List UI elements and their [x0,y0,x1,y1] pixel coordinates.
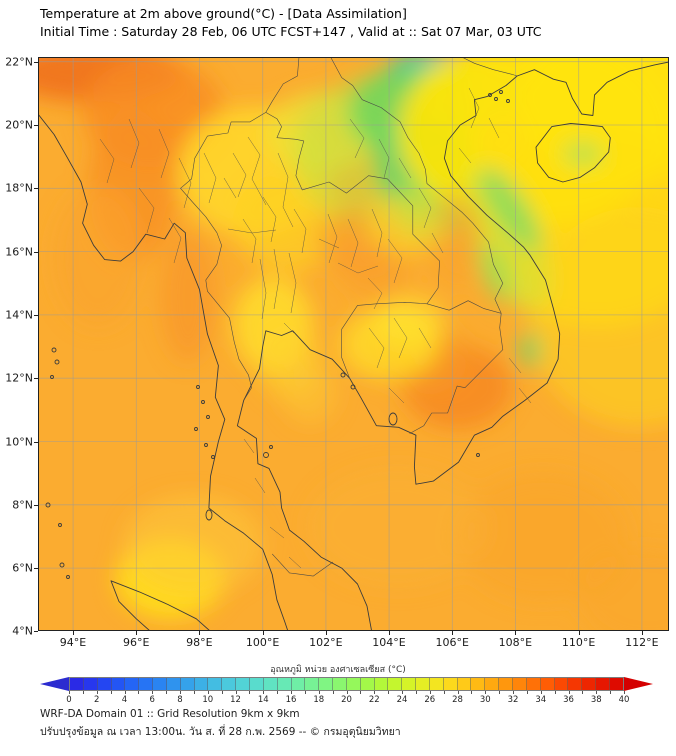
colorbar-right-arrow [624,677,653,691]
colorbar-cell [360,678,375,690]
map-area [38,57,669,631]
colorbar-cell [526,678,541,690]
footer-domain-info: WRF-DA Domain 01 :: Grid Resolution 9km … [40,708,300,720]
coastlines [38,61,669,631]
colorbar-cell [416,678,430,690]
colorbar-tick-label: 12 [230,695,241,705]
colorbar-cell [305,678,320,690]
footer-update-info: ปรับปรุงข้อมูล ณ เวลา 13:00น. วัน ส. ที่… [40,726,401,738]
y-axis-label: 18°N [5,181,33,195]
colorbar-cell [388,678,403,690]
colorbar-tick-label: 28 [452,695,463,705]
colorbar-cell [236,678,250,690]
x-axis-label: 98°E [186,636,213,649]
colorbar-cell [153,678,167,690]
colorbar-cell [513,678,527,690]
x-axis-label: 108°E [498,636,533,649]
colorbar-cell [291,678,306,690]
page-title: Temperature at 2m above ground(°C) - [Da… [40,6,407,21]
y-axis-label: 8°N [12,498,33,512]
colorbar-tick-label: 2 [94,695,100,705]
y-axis-label: 10°N [5,435,33,448]
x-axis-label: 100°E [245,636,280,649]
colorbar-label: อุณหภูมิ หน่วย องศาเซลเซียส (°C) [270,665,406,675]
x-axis-label: 104°E [372,636,406,649]
map-frame-border [38,57,669,631]
colorbar-cell [83,678,98,690]
colorbar-cell [139,678,154,690]
colorbar-tick-label: 36 [563,695,574,705]
page-subtitle: Initial Time : Saturday 28 Feb, 06 UTC F… [40,24,542,39]
x-axis-label: 94°E [59,636,87,649]
colorbar-cell [554,678,569,690]
colorbar-tick-label: 20 [341,695,352,705]
y-axis-label: 20°N [5,118,33,132]
colorbar-tick-label: 0 [66,695,72,705]
colorbar-cell [429,678,444,690]
y-axis-label: 16°N [5,245,33,259]
colorbar-cell [582,678,597,690]
colorbar-tick-label: 38 [590,695,602,705]
colorbar-tick-label: 4 [121,695,128,705]
colorbar-cell [333,678,347,690]
colorbar-cell [194,678,209,690]
colorbar-cell [402,678,417,690]
colorbar-tick-label: 24 [396,695,408,705]
y-axis-label: 6°N [12,561,33,575]
colorbar-cell [540,678,555,690]
colorbar-tick-label: 32 [507,695,519,705]
colorbar-cell [249,678,264,690]
colorbar-tick-label: 34 [535,695,547,705]
colorbar-cell [457,678,472,690]
colorbar-tick-label: 14 [257,695,269,705]
colorbar-cell [125,678,140,690]
province-borders [99,87,532,569]
colorbar-cell [499,678,513,690]
colorbar-tick-label: 22 [368,695,380,705]
colorbar-cell [609,678,623,690]
colorbar-tick-label: 30 [479,695,491,705]
colorbar-cell [180,678,195,690]
colorbar-left-arrow [40,677,69,691]
colorbar-cell [277,678,292,690]
colorbar-cell [208,678,223,690]
colorbar-tick-label: 8 [177,695,183,705]
colorbar-cell [471,678,486,690]
x-axis-label: 106°E [435,636,469,649]
colorbar-tick-label: 16 [285,695,297,705]
colorbar-cell [485,678,500,690]
colorbar-cell [319,678,334,690]
country-borders [180,57,518,577]
x-axis-label: 110°E [561,636,596,649]
colorbar-tick-label: 26 [424,695,436,705]
y-axis-label: 14°N [5,308,33,322]
y-axis-label: 12°N [5,371,33,385]
colorbar [69,677,624,691]
y-axis-label: 4°N [12,624,33,638]
colorbar-tick-label: 10 [202,695,214,705]
colorbar-tick-label: 40 [618,695,630,705]
x-axis-label: 96°E [122,636,150,649]
grid-lines [38,57,669,631]
colorbar-cell [346,678,361,690]
colorbar-cell [263,678,278,690]
colorbar-cell [222,678,237,690]
colorbar-cell [70,678,84,690]
colorbar-cell [443,678,458,690]
temperature-map-svg [38,57,669,631]
colorbar-cell [374,678,389,690]
x-axis-label: 102°E [309,636,343,649]
colorbar-cell [166,678,181,690]
colorbar-cell [596,678,610,690]
colorbar-cell [97,678,112,690]
colorbar-cell [111,678,126,690]
x-axis-label: 112°E [625,636,659,649]
y-axis-label: 22°N [5,55,33,69]
colorbar-tick-label: 18 [313,695,325,705]
colorbar-cell [568,678,583,690]
colorbar-tick-label: 6 [149,695,155,705]
